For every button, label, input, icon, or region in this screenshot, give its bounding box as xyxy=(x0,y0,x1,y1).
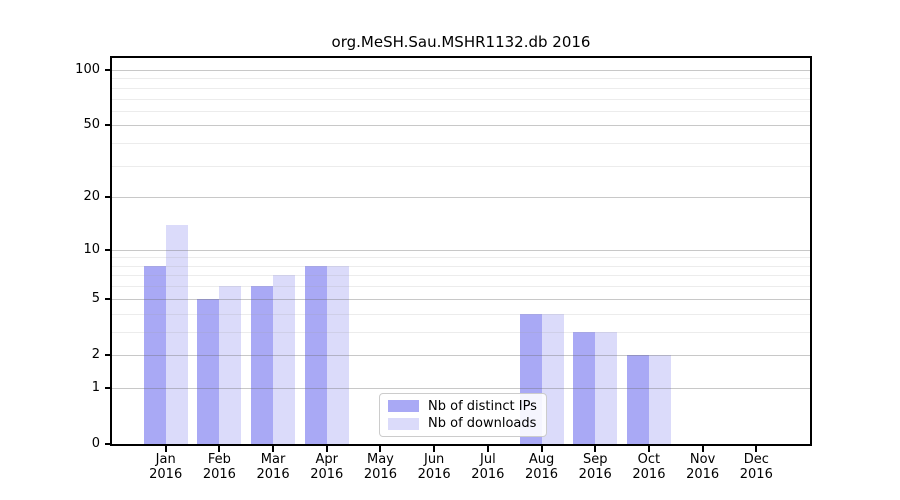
x-tick-label: Aug 2016 xyxy=(524,452,559,482)
bar-nb-of-distinct-ips-feb xyxy=(197,298,220,444)
gridline-major xyxy=(112,354,810,356)
x-tick-label: Feb 2016 xyxy=(202,452,236,482)
x-axis-tick xyxy=(540,446,543,452)
gridline-minor xyxy=(112,78,810,80)
x-axis-tick xyxy=(647,446,650,452)
x-axis-tick xyxy=(325,446,328,452)
bar-nb-of-downloads-oct xyxy=(648,354,671,444)
bar-nb-of-distinct-ips-aug xyxy=(519,313,542,444)
bar-nb-of-downloads-mar xyxy=(273,275,296,444)
gridline-minor xyxy=(112,257,810,259)
bar-nb-of-downloads-feb xyxy=(219,286,242,444)
bar-nb-of-distinct-ips-apr xyxy=(304,265,327,444)
bar-nb-of-downloads-apr xyxy=(326,265,349,444)
gridline-major xyxy=(112,249,810,251)
gridline-major xyxy=(112,298,810,300)
y-axis-tick xyxy=(105,297,112,300)
y-tick-label: 5 xyxy=(91,290,100,306)
y-axis-tick xyxy=(105,443,112,445)
gridline-minor xyxy=(112,87,810,89)
bar-nb-of-downloads-aug xyxy=(541,313,564,444)
y-axis-tick xyxy=(105,248,112,251)
y-axis-tick xyxy=(105,196,112,199)
x-tick-label: May 2016 xyxy=(363,452,397,482)
bar-nb-of-distinct-ips-oct xyxy=(626,354,649,444)
gridline-minor xyxy=(112,331,810,333)
gridline-major xyxy=(112,125,810,127)
gridline-minor xyxy=(112,275,810,277)
gridline-minor xyxy=(112,98,810,100)
plot-area: 0 1 2 5 10 20 50 100 Jan 2016 Feb 2016 Mar 2016 Apr… xyxy=(75,58,810,482)
x-axis-tick xyxy=(594,446,597,452)
gridline-minor xyxy=(112,165,810,167)
x-axis-tick xyxy=(164,446,167,452)
x-tick-label: Jan 2016 xyxy=(149,452,183,482)
x-tick-label: Dec 2016 xyxy=(739,452,773,482)
x-axis-tick xyxy=(379,446,382,452)
bar-nb-of-distinct-ips-sep xyxy=(573,331,596,444)
x-tick-label: Oct 2016 xyxy=(632,452,666,482)
x-tick-label: Nov 2016 xyxy=(686,452,720,482)
y-tick-label: 10 xyxy=(83,241,100,257)
y-axis-tick xyxy=(105,353,112,356)
x-axis-tick xyxy=(755,446,758,452)
gridline-minor xyxy=(112,265,810,267)
x-axis-tick xyxy=(433,446,436,452)
x-tick-label: Sep 2016 xyxy=(578,452,612,482)
gridline-minor xyxy=(112,313,810,315)
bar-nb-of-distinct-ips-mar xyxy=(251,286,274,444)
gridline-major xyxy=(112,70,810,71)
x-tick-label: Jun 2016 xyxy=(417,452,451,482)
y-tick-label: 100 xyxy=(75,62,100,77)
chart-title: org.MeSH.Sau.MSHR1132.db 2016 xyxy=(331,33,591,51)
y-tick-label: 0 xyxy=(91,436,100,451)
y-axis-tick xyxy=(105,124,112,127)
gridline-minor xyxy=(112,110,810,112)
y-axis-tick xyxy=(105,69,112,71)
x-tick-label: Apr 2016 xyxy=(310,452,344,482)
gridline-major xyxy=(112,387,810,389)
x-axis-tick xyxy=(218,446,221,452)
bar-nb-of-downloads-jan xyxy=(165,224,188,444)
y-axis-tick xyxy=(105,386,112,389)
x-tick-label: Jul 2016 xyxy=(471,452,505,482)
x-axis-tick xyxy=(272,446,275,452)
y-tick-label: 2 xyxy=(91,346,100,362)
gridline-major xyxy=(112,197,810,199)
x-axis-tick xyxy=(701,446,704,452)
y-tick-label: 50 xyxy=(83,117,100,133)
y-tick-label: 20 xyxy=(83,189,100,205)
bar-nb-of-distinct-ips-jan xyxy=(143,265,166,444)
x-axis-tick xyxy=(486,446,489,452)
x-tick-label: Mar 2016 xyxy=(256,452,290,482)
gridline-minor xyxy=(112,286,810,288)
y-tick-label: 1 xyxy=(91,379,100,395)
bar-nb-of-downloads-sep xyxy=(595,331,618,444)
gridline-minor xyxy=(112,143,810,145)
